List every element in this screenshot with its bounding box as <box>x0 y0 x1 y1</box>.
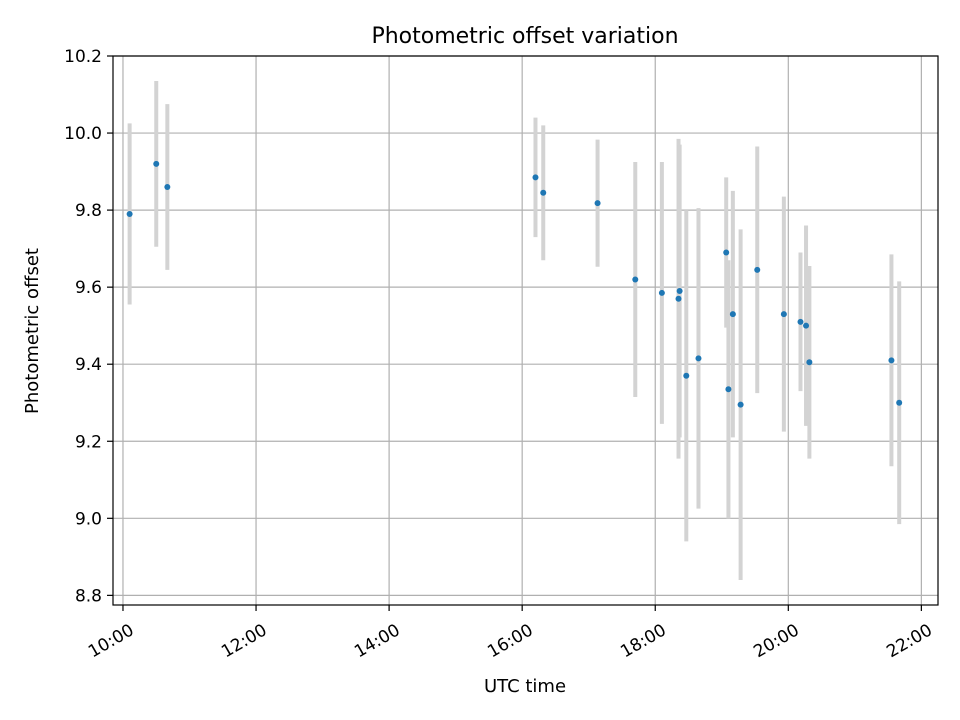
data-point <box>658 289 665 296</box>
plot-frame <box>112 55 939 606</box>
y-tick-label: 9.8 <box>75 201 102 221</box>
data-point <box>896 399 903 406</box>
data-point <box>153 160 160 167</box>
data-point <box>888 357 895 364</box>
y-tick-label: 9.2 <box>75 432 102 452</box>
data-points <box>126 160 903 408</box>
data-point <box>725 386 732 393</box>
data-point <box>675 295 682 302</box>
y-tick-label: 9.6 <box>75 278 102 298</box>
data-point <box>126 210 133 217</box>
data-point <box>164 183 171 190</box>
data-point <box>754 266 761 273</box>
data-point <box>780 311 787 318</box>
x-axis-label: UTC time <box>484 676 566 697</box>
y-tick-label: 10.2 <box>64 47 102 67</box>
grid-lines <box>113 55 938 605</box>
data-point <box>683 372 690 379</box>
data-point <box>723 249 730 256</box>
y-tick-label: 9.4 <box>75 355 102 375</box>
data-point <box>594 200 601 207</box>
y-axis-ticks: 8.8 9.0 9.2 9.4 9.6 9.8 10.0 10.2 <box>64 47 113 606</box>
y-axis-label: Photometric offset <box>22 248 43 414</box>
data-point <box>695 355 702 362</box>
data-point <box>797 318 804 325</box>
data-point <box>806 359 813 366</box>
data-point <box>803 322 810 329</box>
data-point <box>540 189 547 196</box>
data-point <box>532 174 539 181</box>
data-point <box>632 276 639 283</box>
y-tick-label: 8.8 <box>75 586 102 606</box>
chart-title: Photometric offset variation <box>371 24 678 49</box>
data-point <box>676 288 683 295</box>
y-tick-label: 10.0 <box>64 124 102 144</box>
y-tick-label: 9.0 <box>75 509 102 529</box>
data-point <box>737 401 744 408</box>
data-point <box>729 311 736 318</box>
